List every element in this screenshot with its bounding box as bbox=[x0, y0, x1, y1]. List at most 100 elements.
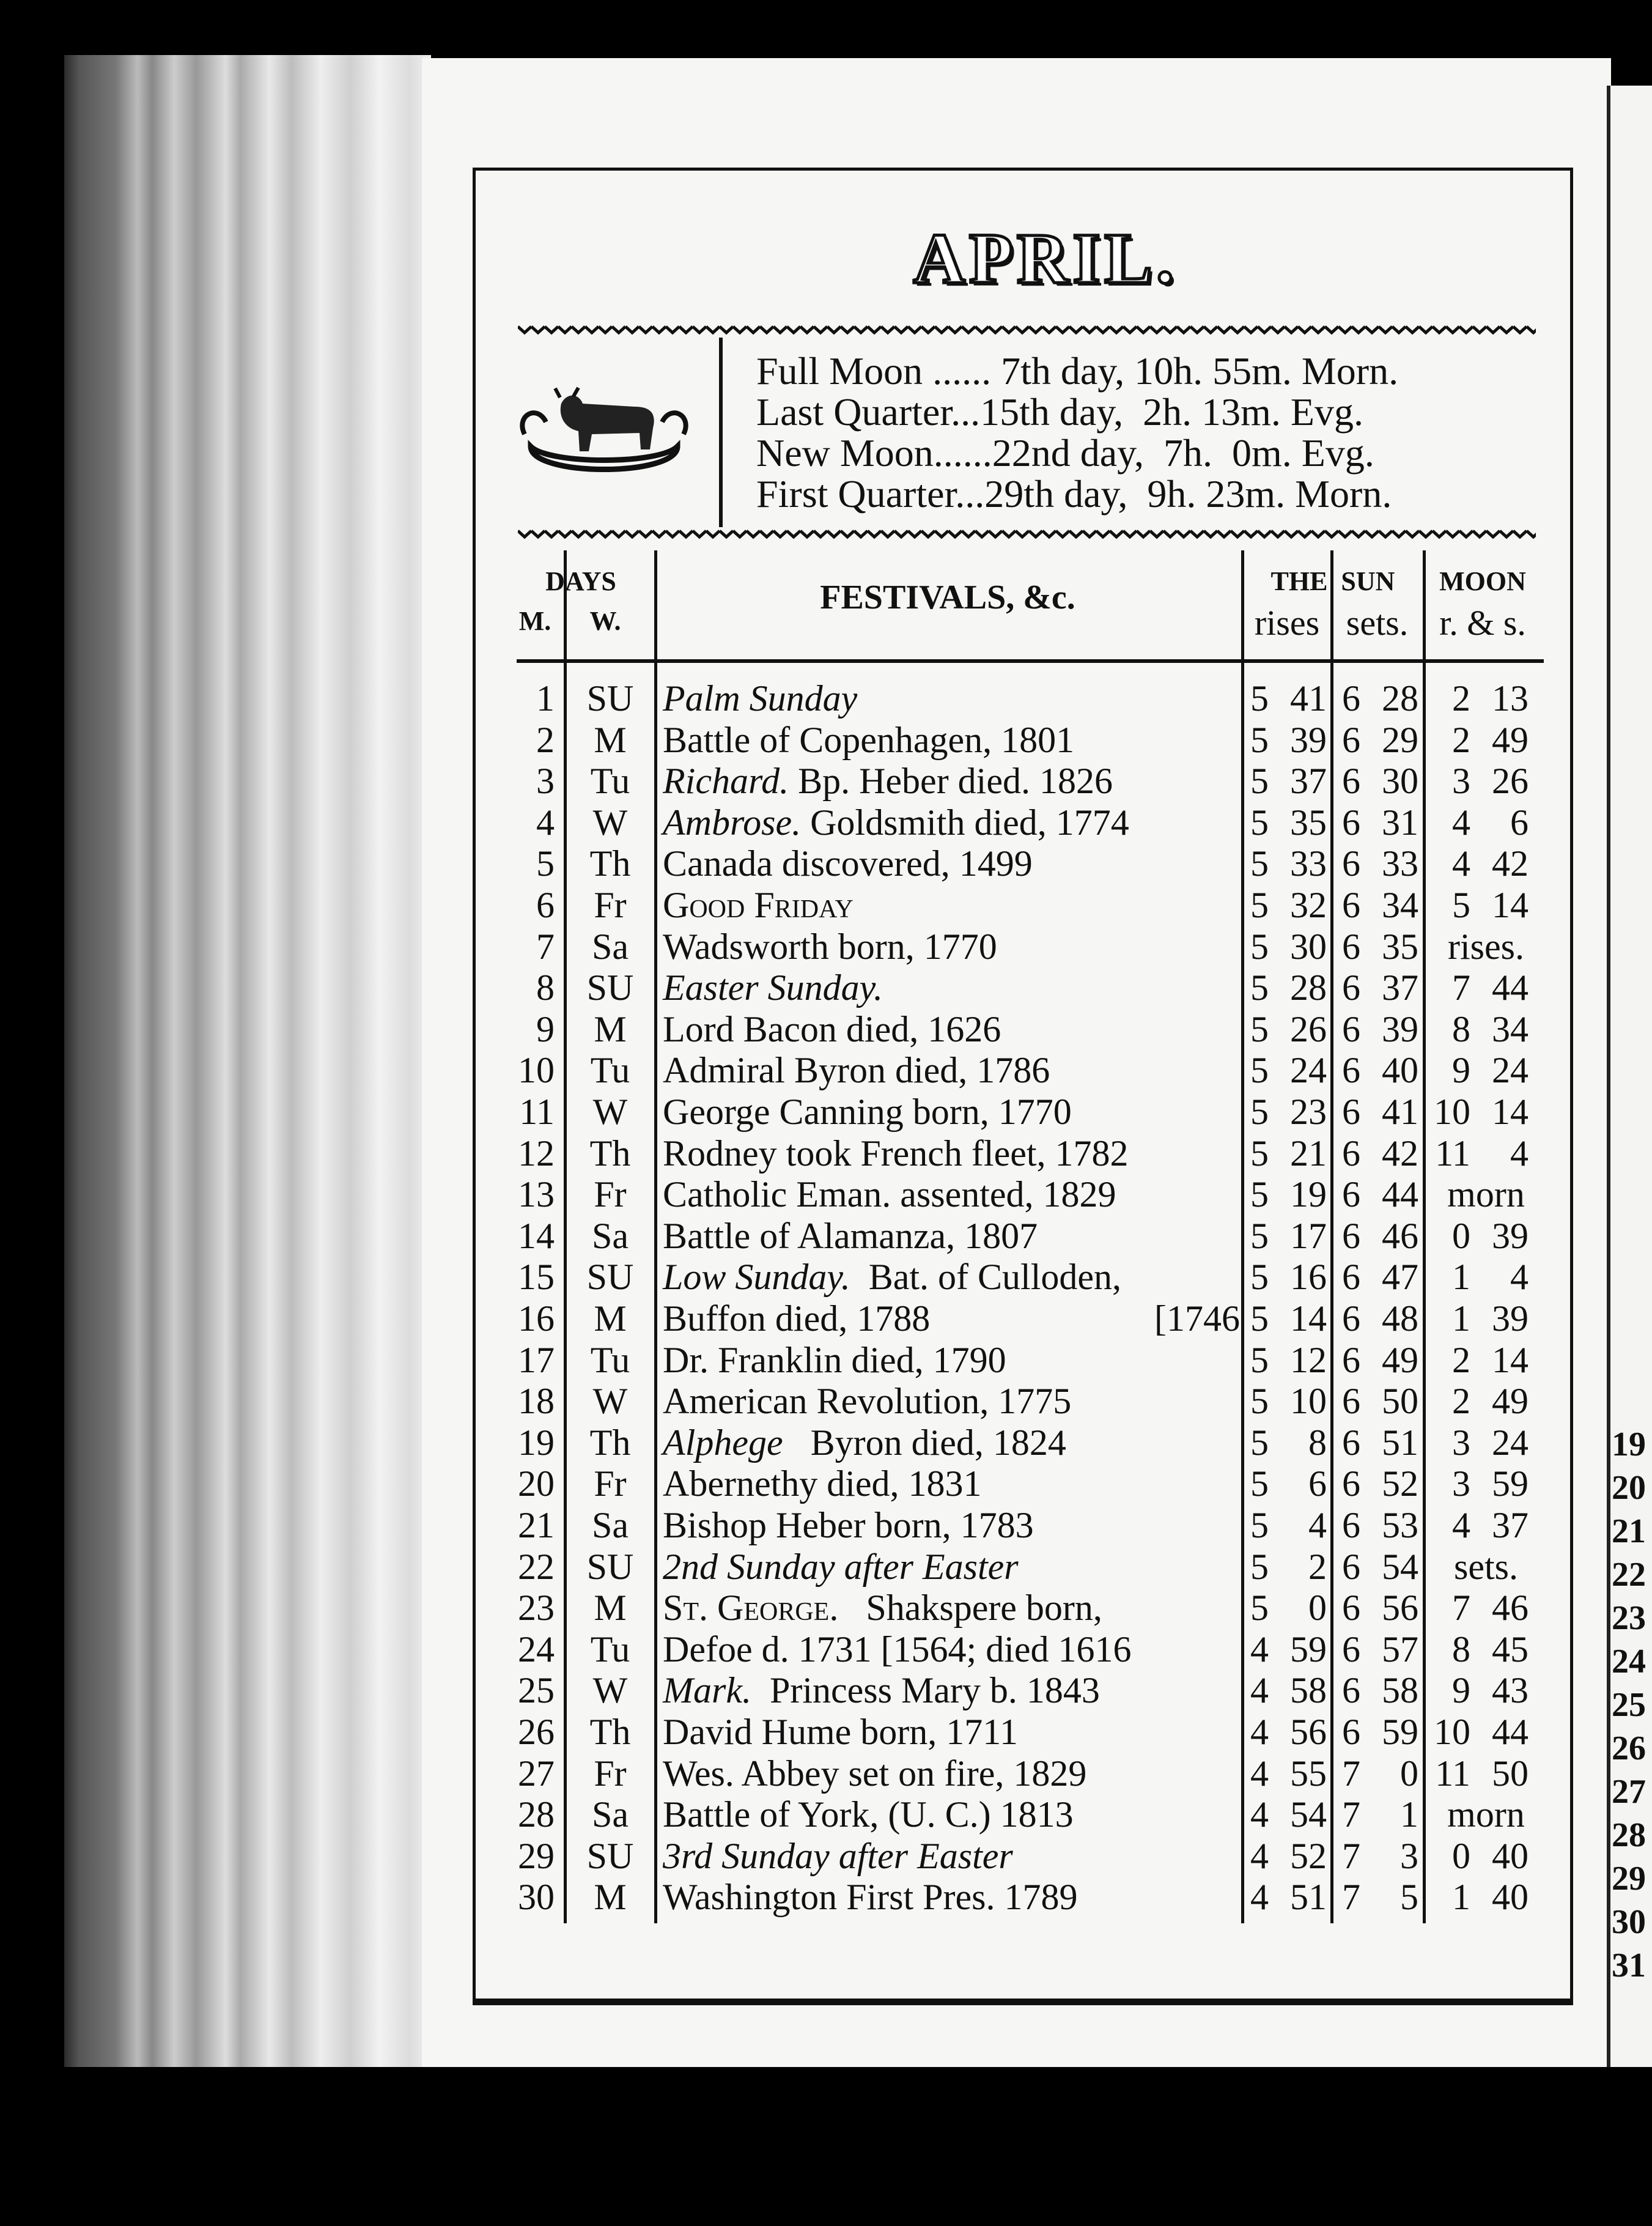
sunrise-minute: 59 bbox=[1290, 1629, 1327, 1670]
moon-minute: 34 bbox=[1492, 1008, 1528, 1049]
sunrise-hour: 5 bbox=[1250, 1050, 1269, 1091]
calendar-row: 18 W American Revolution, 1775 5 10 6 50 2 49 bbox=[0, 1380, 1652, 1422]
sunset-hour: 6 bbox=[1342, 1463, 1360, 1504]
sunset-minute: 44 bbox=[1382, 1174, 1418, 1215]
header-festivals: FESTIVALS, &c. bbox=[820, 579, 1075, 616]
sunrise-minute: 37 bbox=[1290, 761, 1327, 802]
phase-new-moon: New Moon......22nd day, 7h. 0m. Evg. bbox=[756, 431, 1374, 475]
sunrise-minute: 35 bbox=[1290, 802, 1327, 843]
sunrise-minute: 17 bbox=[1290, 1215, 1327, 1256]
sunrise-minute: 14 bbox=[1290, 1298, 1327, 1339]
sunset-minute: 31 bbox=[1382, 802, 1418, 843]
festival-text: Buffon died, 1788 bbox=[663, 1298, 931, 1339]
festival-text: Admiral Byron died, 1786 bbox=[663, 1050, 1050, 1091]
calendar-row: 2 M Battle of Copenhagen, 1801 5 39 6 29 2 49 bbox=[0, 719, 1652, 761]
moon-hour: 2 bbox=[1452, 719, 1470, 760]
festival-text: Canada discovered, 1499 bbox=[663, 843, 1033, 884]
sunrise-minute: 55 bbox=[1290, 1753, 1327, 1794]
sunrise-hour: 5 bbox=[1250, 1339, 1269, 1380]
day-of-week: W bbox=[592, 1381, 628, 1422]
day-of-month: 21 bbox=[518, 1505, 555, 1545]
sunrise-hour: 4 bbox=[1250, 1753, 1269, 1794]
calendar-row: 30 M Washington First Pres. 1789 4 51 7 5 1 40 bbox=[0, 1876, 1652, 1918]
day-of-week: SU bbox=[586, 1546, 634, 1587]
calendar-row: 13 Fr Catholic Eman. assented, 1829 5 19 6 44 m… bbox=[0, 1174, 1652, 1215]
sunset-hour: 6 bbox=[1342, 802, 1360, 843]
sunset-hour: 6 bbox=[1342, 1215, 1360, 1256]
festival-saint: Easter Sunday. bbox=[663, 967, 883, 1008]
moon-hour: 9 bbox=[1452, 1670, 1470, 1711]
festival-saint: 2nd Sunday after Easter bbox=[663, 1546, 1019, 1587]
sunset-hour: 7 bbox=[1342, 1835, 1360, 1876]
festival: Abernethy died, 1831 bbox=[663, 1463, 982, 1504]
sunrise-hour: 5 bbox=[1250, 1133, 1269, 1174]
moon-minute: 49 bbox=[1492, 1381, 1528, 1422]
sunset-hour: 6 bbox=[1342, 1298, 1360, 1339]
sunset-hour: 6 bbox=[1342, 1670, 1360, 1711]
moon-hour: 7 bbox=[1452, 967, 1470, 1008]
moon-minute: 13 bbox=[1492, 678, 1528, 719]
phase-full-moon: Full Moon ...... 7th day, 10h. 55m. Morn… bbox=[756, 349, 1399, 393]
festival-text: Goldsmith died, 1774 bbox=[801, 802, 1129, 843]
day-of-month: 25 bbox=[518, 1670, 555, 1711]
sunset-hour: 7 bbox=[1342, 1877, 1360, 1918]
sunset-minute: 28 bbox=[1382, 678, 1418, 719]
festival: Palm Sunday bbox=[663, 678, 857, 719]
sunrise-minute: 4 bbox=[1308, 1505, 1327, 1545]
festival-text: Wes. Abbey set on fire, 1829 bbox=[663, 1753, 1087, 1794]
sunrise-minute: 23 bbox=[1290, 1092, 1327, 1132]
sunset-hour: 7 bbox=[1342, 1794, 1360, 1835]
sunset-hour: 7 bbox=[1342, 1753, 1360, 1794]
day-of-month: 12 bbox=[518, 1133, 555, 1174]
sunset-minute: 37 bbox=[1382, 967, 1418, 1008]
sunset-minute: 52 bbox=[1382, 1463, 1418, 1504]
moon-hour: 9 bbox=[1452, 1050, 1470, 1091]
sunrise-minute: 12 bbox=[1290, 1339, 1327, 1380]
calendar-row: 3 Tu Richard. Bp. Heber died. 1826 5 37 6 30 3 2… bbox=[0, 760, 1652, 802]
phase-divider bbox=[719, 338, 723, 527]
sunrise-hour: 5 bbox=[1250, 1463, 1269, 1504]
sunset-hour: 6 bbox=[1342, 1339, 1360, 1380]
header-moon: MOON bbox=[1439, 566, 1526, 596]
sunrise-minute: 52 bbox=[1290, 1835, 1327, 1876]
sunrise-hour: 5 bbox=[1250, 1588, 1269, 1629]
sunrise-hour: 5 bbox=[1250, 843, 1269, 884]
sunset-minute: 51 bbox=[1382, 1422, 1418, 1463]
moon-minute: 40 bbox=[1492, 1835, 1528, 1876]
sunset-hour: 6 bbox=[1342, 1008, 1360, 1049]
column-rule bbox=[1423, 550, 1426, 1923]
header-rises: rises bbox=[1254, 603, 1320, 643]
moon-hour: 8 bbox=[1452, 1008, 1470, 1049]
column-rule bbox=[564, 550, 567, 1923]
festival: Bishop Heber born, 1783 bbox=[663, 1504, 1034, 1546]
day-of-month: 15 bbox=[518, 1257, 555, 1298]
festival: American Revolution, 1775 bbox=[663, 1380, 1071, 1422]
next-page-day-number: 28 bbox=[1612, 1816, 1646, 1854]
festival-text: Byron died, 1824 bbox=[783, 1422, 1066, 1463]
day-of-month: 13 bbox=[518, 1174, 555, 1215]
next-page-day-number: 21 bbox=[1612, 1512, 1646, 1550]
phase-last-quarter: Last Quarter...15th day, 2h. 13m. Evg. bbox=[756, 390, 1363, 434]
day-of-week: Fr bbox=[594, 885, 627, 925]
festival-saint: Palm Sunday bbox=[663, 678, 858, 719]
day-of-month: 1 bbox=[536, 678, 555, 719]
sunrise-minute: 2 bbox=[1308, 1546, 1327, 1587]
festival-text: Defoe d. 1731 [1564; died 1616 bbox=[663, 1629, 1132, 1670]
festival-text: Shakspere born, bbox=[838, 1588, 1102, 1629]
moon-hour: 3 bbox=[1452, 1463, 1470, 1504]
day-of-week: M bbox=[594, 719, 627, 760]
next-page-day-number: 22 bbox=[1612, 1556, 1646, 1594]
day-of-month: 27 bbox=[518, 1753, 555, 1794]
sunrise-minute: 56 bbox=[1290, 1712, 1327, 1752]
sunset-minute: 29 bbox=[1382, 719, 1418, 760]
day-of-week: Sa bbox=[592, 926, 629, 967]
next-page-day-number: 31 bbox=[1612, 1947, 1646, 1984]
sunrise-hour: 5 bbox=[1250, 1381, 1269, 1422]
moon-hour: 10 bbox=[1434, 1712, 1470, 1752]
calendar-row: 16 M Buffon died, 1788 [1746 5 14 6 48 1 39 bbox=[0, 1298, 1652, 1339]
sunset-minute: 49 bbox=[1382, 1339, 1418, 1380]
festival-text: Abernethy died, 1831 bbox=[663, 1463, 982, 1504]
sunrise-hour: 5 bbox=[1250, 1546, 1269, 1587]
sunset-minute: 41 bbox=[1382, 1092, 1418, 1132]
festival: Battle of York, (U. C.) 1813 bbox=[663, 1794, 1074, 1835]
